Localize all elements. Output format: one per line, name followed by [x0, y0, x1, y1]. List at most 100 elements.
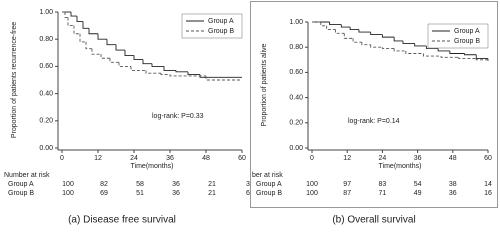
survival-step — [329, 22, 342, 25]
x-tick-label: 24 — [130, 155, 138, 162]
risk-count: 83 — [379, 181, 387, 188]
risk-row-label: Group B — [256, 190, 282, 197]
survival-step — [100, 54, 110, 59]
survival-step — [475, 58, 488, 61]
y-tick-label: 0.40 — [39, 90, 53, 97]
risk-table-title: Number at risk — [4, 172, 50, 179]
risk-row-label: Group A — [8, 181, 34, 188]
annotation: log-rank: P=0.33 — [152, 113, 204, 120]
survival-step — [440, 56, 459, 58]
legend-label: Group B — [208, 28, 234, 35]
survival-step — [133, 55, 143, 61]
x-tick-label: 12 — [343, 155, 351, 162]
survival-step — [145, 70, 161, 74]
risk-count: 49 — [414, 190, 422, 197]
y-tick-label: 0.20 — [289, 120, 303, 127]
survival-step — [205, 75, 242, 81]
risk-count: 36 — [172, 190, 180, 197]
x-tick-label: 12 — [94, 155, 102, 162]
x-tick-label: 60 — [484, 155, 492, 162]
x-tick-label: 48 — [449, 155, 457, 162]
x-tick-label: 48 — [202, 155, 210, 162]
survival-step — [91, 48, 101, 55]
survival-step — [370, 44, 383, 48]
survival-step — [85, 41, 92, 50]
y-tick-label: 0.00 — [39, 145, 53, 152]
risk-count: 51 — [136, 190, 144, 197]
risk-count: 100 — [62, 181, 74, 188]
survival-step — [163, 66, 176, 71]
survival-step — [349, 27, 359, 31]
survival-step — [106, 39, 116, 46]
risk-count: 36 — [172, 181, 180, 188]
risk-count: 36 — [449, 190, 457, 197]
survival-step — [475, 54, 488, 59]
y-tick-label: 0.60 — [289, 69, 303, 76]
survival-step — [109, 58, 119, 63]
survival-step — [97, 33, 107, 40]
survival-step — [175, 70, 188, 73]
survival-step — [115, 44, 125, 51]
survival-step — [414, 43, 427, 47]
y-tick-label: 0.80 — [289, 44, 303, 51]
survival-step — [82, 21, 89, 29]
survival-step — [70, 12, 77, 17]
y-tick-label: 1.00 — [289, 19, 303, 26]
survival-step — [449, 50, 465, 54]
survival-step — [464, 53, 477, 56]
x-tick-label: 60 — [238, 155, 246, 162]
risk-table-title: ber at risk — [252, 172, 283, 179]
survival-step — [381, 47, 395, 49]
risk-row-label: Group B — [8, 190, 34, 197]
survival-step — [393, 48, 406, 52]
legend-label: Group A — [454, 28, 480, 35]
survival-step — [393, 37, 403, 42]
survival-step — [169, 74, 206, 77]
x-axis-label: Time(months) — [131, 163, 174, 170]
survival-step — [67, 17, 74, 27]
survival-step — [361, 42, 371, 46]
risk-count: 100 — [306, 190, 318, 197]
figure: 0.00 0.20 0.40 0.60 0.80 1.00 0 12 24 36 48 60 Time(… — [4, 1, 498, 226]
y-tick-label: 0.80 — [39, 36, 53, 43]
risk-count: 21 — [208, 190, 216, 197]
risk-count: 82 — [100, 181, 108, 188]
panel-border — [250, 1, 498, 208]
x-tick-label: 36 — [414, 155, 422, 162]
survival-step — [142, 59, 152, 65]
survival-step — [358, 29, 371, 33]
survival-step — [381, 34, 395, 38]
risk-count: 100 — [62, 190, 74, 197]
survival-step — [187, 71, 200, 76]
risk-count: 16 — [484, 190, 492, 197]
survival-step — [458, 57, 477, 59]
y-tick-label: 1.00 — [39, 9, 53, 16]
legend-label: Group A — [208, 18, 234, 25]
survival-step — [343, 33, 354, 39]
survival-step — [326, 25, 336, 31]
risk-count: 3 — [246, 181, 250, 188]
y-tick-label: 0.00 — [289, 145, 303, 152]
risk-count: 69 — [100, 190, 108, 197]
survival-step — [118, 62, 131, 67]
survival-step — [130, 66, 146, 71]
risk-count: 38 — [449, 181, 457, 188]
survival-step — [340, 24, 351, 28]
survival-step — [352, 38, 362, 43]
caption: (b) Overall survival — [332, 215, 415, 226]
risk-count: 54 — [414, 181, 422, 188]
legend-label: Group B — [454, 38, 480, 45]
legend-box — [427, 23, 489, 49]
x-tick-label: 0 — [60, 155, 64, 162]
risk-count: 100 — [306, 181, 318, 188]
caption: (a) Disease free survival — [68, 215, 176, 226]
risk-count: 87 — [343, 190, 351, 197]
x-tick-label: 24 — [379, 155, 387, 162]
x-axis-label: Time(months) — [379, 163, 422, 170]
survival-step — [151, 63, 164, 67]
y-tick-label: 0.20 — [39, 118, 53, 125]
survival-step — [320, 22, 327, 27]
risk-count: 21 — [208, 181, 216, 188]
x-tick-label: 0 — [310, 155, 314, 162]
survival-step — [437, 48, 450, 52]
